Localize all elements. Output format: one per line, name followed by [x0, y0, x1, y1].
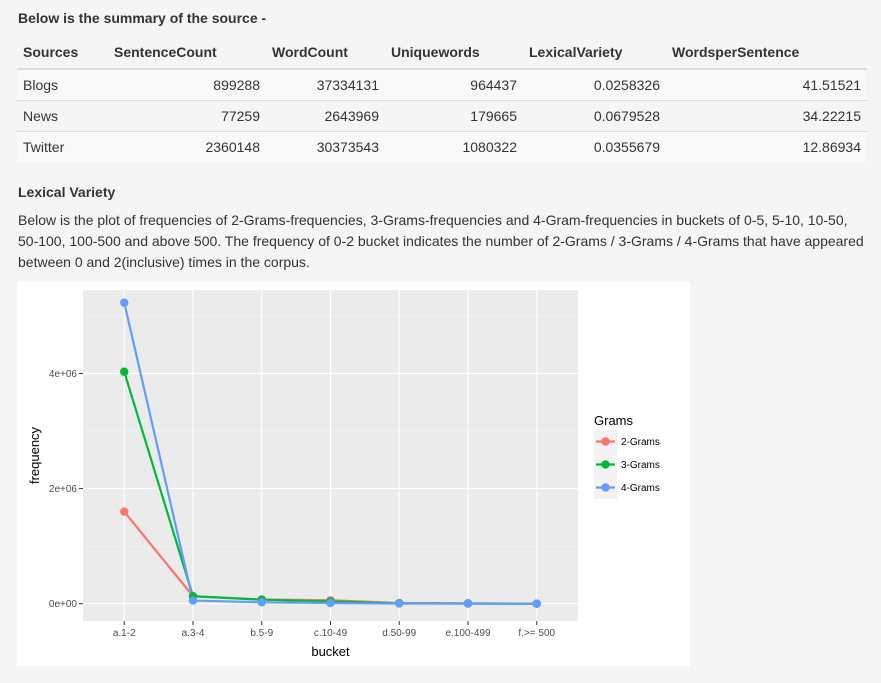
x-tick-label: c.10-49 [314, 628, 348, 639]
table-cell: 1080322 [385, 131, 523, 162]
table-cell: 37334131 [266, 68, 385, 101]
col-header-uniquewords: Uniquewords [385, 38, 523, 70]
summary-heading: Below is the summary of the source - [18, 10, 267, 26]
x-tick-label: d.50-99 [382, 628, 416, 639]
col-header-wordcount: WordCount [266, 38, 385, 70]
table-cell: Twitter [17, 131, 108, 162]
data-point [395, 599, 404, 608]
data-point [326, 598, 335, 608]
x-axis-title: bucket [311, 644, 350, 659]
data-point [120, 298, 129, 307]
plot-description: Below is the plot of frequencies of 2-Gr… [18, 212, 864, 270]
table-cell: 964437 [385, 68, 523, 101]
table-header-row: Sources SentenceCount WordCount Uniquewo… [17, 38, 867, 70]
x-tick-label: e.100-499 [445, 628, 490, 639]
data-point [463, 599, 473, 608]
legend-title: Grams [594, 413, 634, 428]
y-axis-title: frequency [27, 426, 42, 484]
col-header-sources: Sources [17, 38, 108, 70]
table-cell: 0.0258326 [523, 68, 666, 101]
table-cell: 2360148 [108, 131, 266, 162]
table-cell: 0.0679528 [523, 100, 666, 132]
legend-label: 3-Grams [621, 460, 660, 471]
legend: Grams 2-Grams 3-Grams 4-Grams [594, 413, 660, 499]
x-tick-label: b.5-9 [250, 628, 273, 639]
table-cell: Blogs [17, 68, 108, 101]
table-cell: 12.86934 [666, 131, 867, 162]
x-tick-label: a.1-2 [113, 628, 136, 639]
lexical-variety-heading: Lexical Variety [18, 184, 116, 200]
y-axis-ticks: 0e+00 2e+06 4e+06 [49, 369, 83, 610]
series-points [120, 298, 541, 608]
x-tick-label: f.>= 500 [518, 628, 555, 639]
data-point [257, 598, 266, 607]
table-cell: 77259 [108, 100, 266, 132]
data-point [532, 599, 541, 608]
table-row: Blogs 899288 37334131 964437 0.0258326 4… [17, 68, 867, 101]
table-cell: 41.51521 [666, 68, 867, 101]
table-cell: 30373543 [266, 131, 385, 162]
y-tick-label: 0e+00 [49, 599, 78, 610]
col-header-wordspersentence: WordsperSentence [666, 38, 867, 70]
table-cell: 34.22215 [666, 100, 867, 132]
y-tick-label: 2e+06 [49, 484, 78, 495]
data-point [120, 507, 129, 516]
legend-key-point [601, 483, 610, 492]
y-tick-label: 4e+06 [49, 369, 78, 380]
table-cell: News [17, 100, 108, 132]
legend-key-point [601, 437, 610, 446]
table-row: Twitter 2360148 30373543 1080322 0.03556… [17, 131, 867, 162]
table-cell: 899288 [108, 68, 266, 101]
frequency-line-chart: a.1-2 a.3-4 b.5-9 c.10-49 d.50-99 e.100-499 f.… [27, 290, 660, 659]
data-point [188, 596, 198, 605]
legend-label: 4-Grams [621, 483, 660, 494]
table-cell: 179665 [385, 100, 523, 132]
frequency-plot: a.1-2 a.3-4 b.5-9 c.10-49 d.50-99 e.100-499 f.… [17, 282, 690, 666]
col-header-sentencecount: SentenceCount [108, 38, 266, 70]
table-cell: 0.0355679 [523, 131, 666, 162]
col-header-lexicalvariety: LexicalVariety [523, 38, 666, 70]
table-row: News 77259 2643969 179665 0.0679528 34.2… [17, 100, 867, 132]
table-cell: 2643969 [266, 100, 385, 132]
x-tick-label: a.3-4 [182, 628, 205, 639]
data-point [120, 367, 129, 376]
summary-table: Sources SentenceCount WordCount Uniquewo… [17, 38, 867, 162]
grid-major [83, 290, 578, 621]
legend-label: 2-Grams [621, 437, 660, 448]
legend-key-point [601, 460, 610, 469]
x-axis-ticks: a.1-2 a.3-4 b.5-9 c.10-49 d.50-99 e.100-499 f.… [113, 621, 556, 639]
